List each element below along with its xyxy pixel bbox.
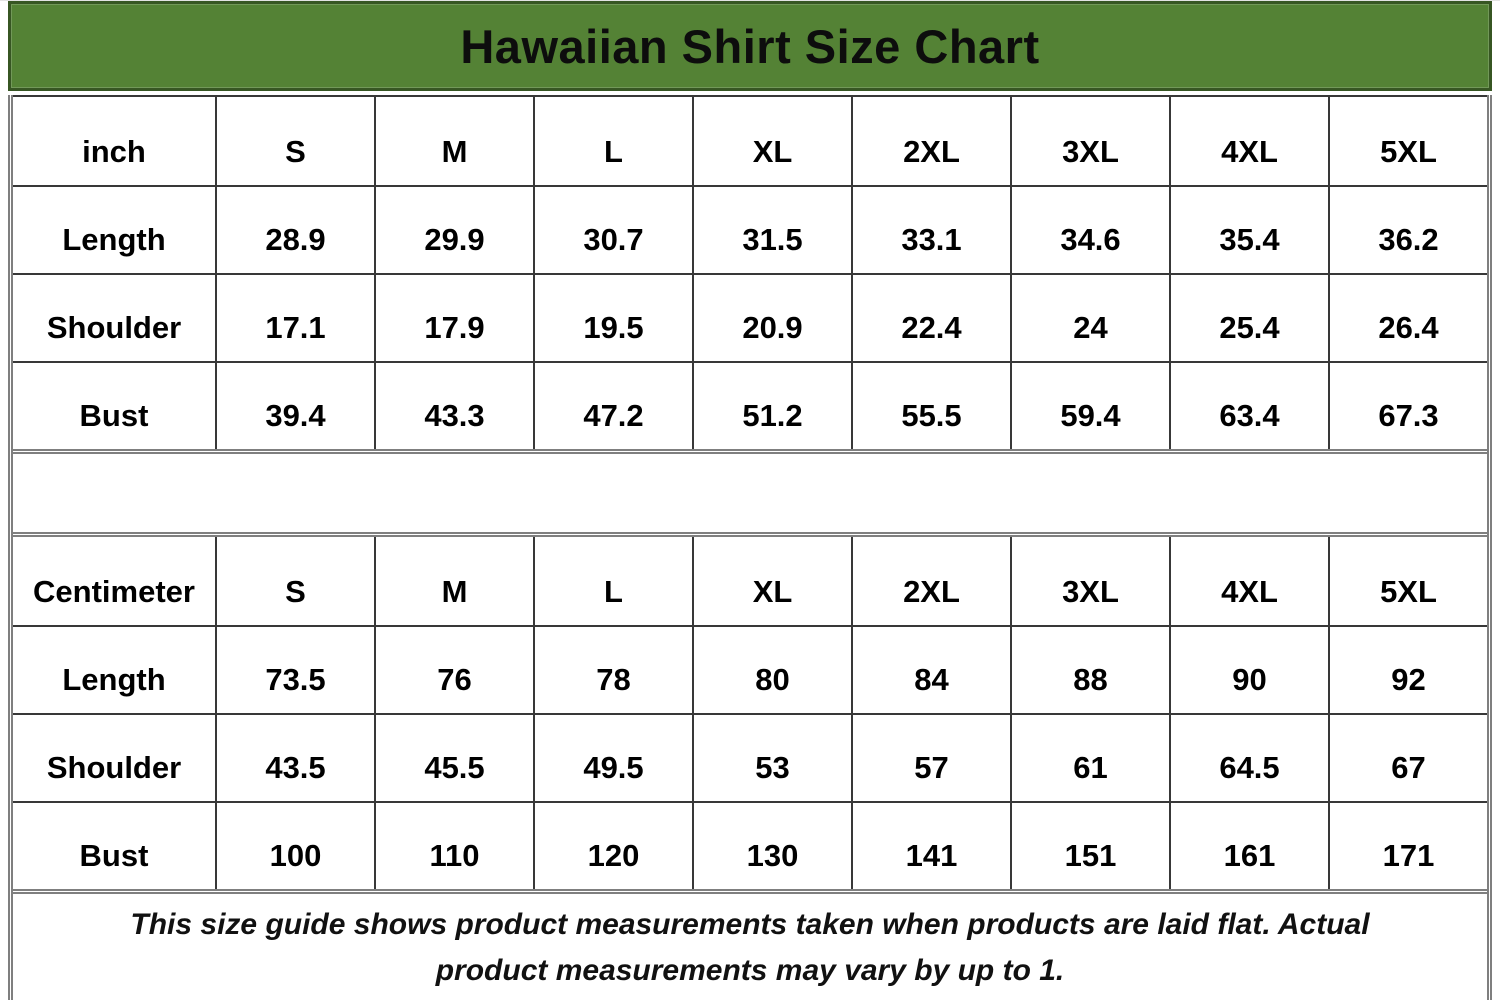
size-header-m: M — [374, 537, 533, 625]
measurement-value: 19.5 — [533, 275, 692, 361]
measurement-value: 33.1 — [851, 187, 1010, 273]
size-header-3xl: 3XL — [1010, 97, 1169, 185]
size-header-l: L — [533, 537, 692, 625]
size-guide-note-text: This size guide shows product measuremen… — [130, 908, 1370, 987]
measurement-value: 110 — [374, 803, 533, 889]
size-header-xl: XL — [692, 537, 851, 625]
row-label: Length — [62, 662, 166, 697]
table-separator-band — [13, 449, 1487, 537]
cm-header-row: Centimeter S M L XL 2XL 3XL 4XL 5XL — [13, 537, 1487, 625]
measurement-value: 64.5 — [1169, 715, 1328, 801]
size-header-2xl: 2XL — [851, 537, 1010, 625]
measurement-value: 26.4 — [1328, 275, 1487, 361]
measurement-value: 49.5 — [533, 715, 692, 801]
measurement-value: 39.4 — [215, 363, 374, 449]
row-label: Shoulder — [46, 750, 182, 785]
table-stack: inch S M L XL 2XL 3XL 4XL 5XL Length 28.… — [8, 95, 1492, 1000]
size-chart: Hawaiian Shirt Size Chart inch S M L XL … — [8, 1, 1492, 1000]
cm-bust-row: Bust 100 110 120 130 141 151 161 171 — [13, 801, 1487, 889]
measurement-value: 20.9 — [692, 275, 851, 361]
inch-table: inch S M L XL 2XL 3XL 4XL 5XL Length 28.… — [13, 95, 1487, 449]
title-banner: Hawaiian Shirt Size Chart — [8, 1, 1492, 91]
measurement-value: 43.3 — [374, 363, 533, 449]
measurement-value: 43.5 — [215, 715, 374, 801]
size-header-l: L — [533, 97, 692, 185]
size-header-s: S — [215, 537, 374, 625]
measurement-value: 55.5 — [851, 363, 1010, 449]
measurement-value: 35.4 — [1169, 187, 1328, 273]
measurement-value: 76 — [374, 627, 533, 713]
inch-shoulder-row: Shoulder 17.1 17.9 19.5 20.9 22.4 24 25.… — [13, 273, 1487, 361]
size-header-4xl: 4XL — [1169, 97, 1328, 185]
row-label: Shoulder — [46, 310, 182, 345]
size-header-5xl: 5XL — [1328, 537, 1487, 625]
measurement-value: 67 — [1328, 715, 1487, 801]
spreadsheet-gridlines-top — [0, 0, 1500, 1]
size-header-4xl: 4XL — [1169, 537, 1328, 625]
measurement-value: 161 — [1169, 803, 1328, 889]
measurement-value: 80 — [692, 627, 851, 713]
measurement-value: 24 — [1010, 275, 1169, 361]
measurement-value: 34.6 — [1010, 187, 1169, 273]
measurement-value: 31.5 — [692, 187, 851, 273]
centimeter-table: Centimeter S M L XL 2XL 3XL 4XL 5XL Leng… — [13, 537, 1487, 889]
page-title: Hawaiian Shirt Size Chart — [460, 19, 1040, 73]
size-header-s: S — [215, 97, 374, 185]
measurement-value: 88 — [1010, 627, 1169, 713]
measurement-value: 120 — [533, 803, 692, 889]
measurement-value: 28.9 — [215, 187, 374, 273]
measurement-value: 151 — [1010, 803, 1169, 889]
measurement-value: 45.5 — [374, 715, 533, 801]
row-label: Bust — [79, 398, 149, 433]
size-header-xl: XL — [692, 97, 851, 185]
measurement-value: 29.9 — [374, 187, 533, 273]
measurement-value: 63.4 — [1169, 363, 1328, 449]
measurement-value: 92 — [1328, 627, 1487, 713]
unit-label-centimeter: Centimeter — [33, 574, 195, 609]
measurement-value: 73.5 — [215, 627, 374, 713]
inch-length-row: Length 28.9 29.9 30.7 31.5 33.1 34.6 35.… — [13, 185, 1487, 273]
measurement-value: 130 — [692, 803, 851, 889]
measurement-value: 100 — [215, 803, 374, 889]
measurement-value: 84 — [851, 627, 1010, 713]
measurement-value: 53 — [692, 715, 851, 801]
row-label: Length — [62, 222, 166, 257]
measurement-value: 25.4 — [1169, 275, 1328, 361]
measurement-value: 17.1 — [215, 275, 374, 361]
measurement-value: 30.7 — [533, 187, 692, 273]
inch-bust-row: Bust 39.4 43.3 47.2 51.2 55.5 59.4 63.4 … — [13, 361, 1487, 449]
measurement-value: 61 — [1010, 715, 1169, 801]
measurement-value: 36.2 — [1328, 187, 1487, 273]
cm-length-row: Length 73.5 76 78 80 84 88 90 92 — [13, 625, 1487, 713]
measurement-value: 51.2 — [692, 363, 851, 449]
measurement-value: 47.2 — [533, 363, 692, 449]
measurement-value: 171 — [1328, 803, 1487, 889]
measurement-value: 67.3 — [1328, 363, 1487, 449]
measurement-value: 141 — [851, 803, 1010, 889]
measurement-value: 59.4 — [1010, 363, 1169, 449]
row-label: Bust — [79, 838, 149, 873]
measurement-value: 78 — [533, 627, 692, 713]
unit-label-inch: inch — [82, 134, 146, 169]
measurement-value: 17.9 — [374, 275, 533, 361]
size-header-5xl: 5XL — [1328, 97, 1487, 185]
measurement-value: 57 — [851, 715, 1010, 801]
size-header-3xl: 3XL — [1010, 537, 1169, 625]
measurement-value: 22.4 — [851, 275, 1010, 361]
size-header-2xl: 2XL — [851, 97, 1010, 185]
cm-shoulder-row: Shoulder 43.5 45.5 49.5 53 57 61 64.5 67 — [13, 713, 1487, 801]
inch-header-row: inch S M L XL 2XL 3XL 4XL 5XL — [13, 97, 1487, 185]
measurement-value: 90 — [1169, 627, 1328, 713]
size-header-m: M — [374, 97, 533, 185]
size-guide-note: This size guide shows product measuremen… — [13, 889, 1487, 1000]
